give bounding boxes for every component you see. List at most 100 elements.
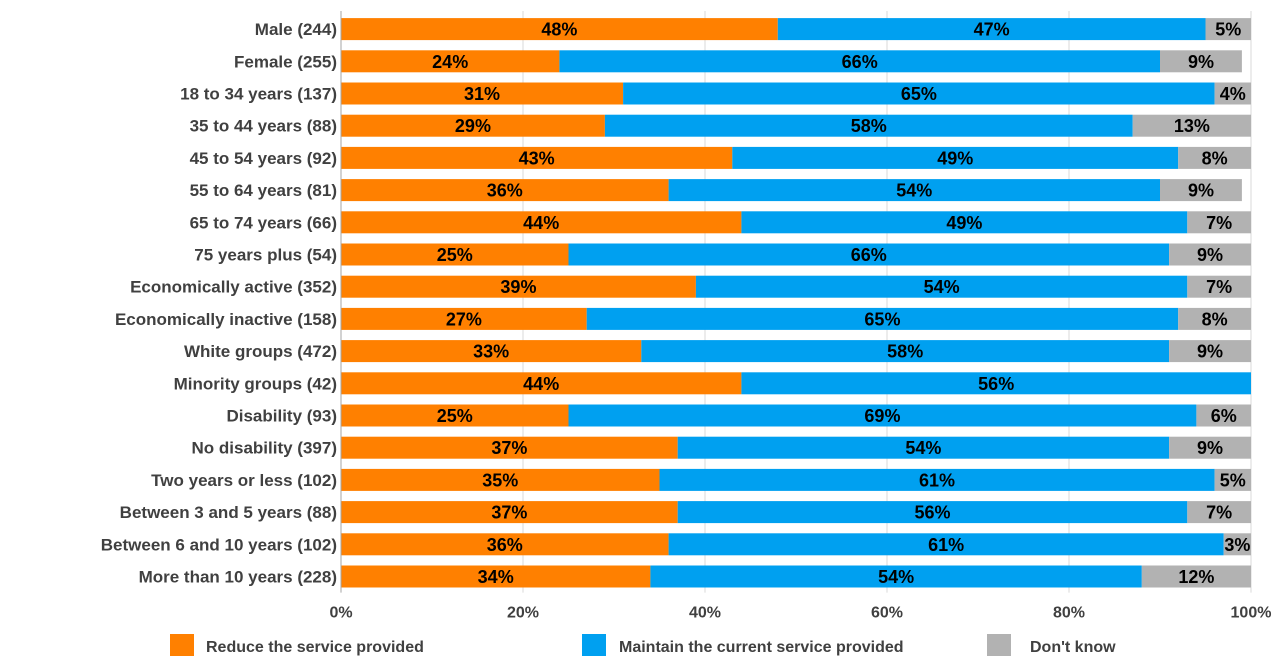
bar-segment — [1141, 565, 1251, 588]
data-label: 48% — [541, 20, 577, 40]
data-label: 47% — [974, 20, 1010, 40]
bar-segment — [341, 50, 560, 73]
bar-segment — [1160, 179, 1242, 202]
legend: Reduce the service provided Maintain the … — [170, 634, 1116, 656]
bar-segment — [341, 275, 696, 298]
bar-segment — [341, 82, 624, 105]
data-label: 49% — [937, 148, 973, 168]
bar-area: 48% 47% 5% 24% 66% 9% 31% 65% 4% 29% 58% 13% 43% 49% 8… — [341, 18, 1251, 588]
data-label: 49% — [946, 213, 982, 233]
legend-swatch — [987, 634, 1011, 656]
data-label: 5% — [1215, 20, 1241, 40]
data-label: 54% — [924, 277, 960, 297]
data-label: 35% — [482, 470, 518, 490]
bar-segment — [695, 275, 1188, 298]
bar-segment — [741, 211, 1188, 234]
legend-swatch — [582, 634, 606, 656]
bar-segment — [341, 146, 733, 169]
data-label: 9% — [1188, 52, 1214, 72]
category-label: No disability (397) — [192, 439, 337, 458]
data-label: 12% — [1178, 567, 1214, 587]
bar-segment — [604, 114, 1133, 137]
data-label: 58% — [851, 116, 887, 136]
data-label: 34% — [478, 567, 514, 587]
bar-segment — [677, 501, 1188, 524]
data-label: 36% — [487, 535, 523, 555]
bar-segment — [741, 372, 1251, 395]
bar-segment — [341, 179, 669, 202]
data-label: 33% — [473, 342, 509, 362]
category-label: 18 to 34 years (137) — [180, 85, 337, 104]
data-label: 9% — [1197, 342, 1223, 362]
x-tick-label: 20% — [507, 605, 539, 622]
bar-segment — [341, 114, 605, 137]
data-label: 7% — [1206, 503, 1232, 523]
bar-segment — [1178, 307, 1251, 330]
data-label: 43% — [519, 148, 555, 168]
category-label: Economically active (352) — [130, 278, 337, 297]
bar-segment — [341, 533, 669, 556]
data-label: 58% — [887, 342, 923, 362]
data-label: 37% — [491, 438, 527, 458]
data-label: 5% — [1220, 470, 1246, 490]
data-label: 61% — [928, 535, 964, 555]
data-label: 7% — [1206, 213, 1232, 233]
data-label: 56% — [914, 503, 950, 523]
bar-segment — [1160, 50, 1242, 73]
bar-segment — [341, 243, 569, 266]
bar-segment — [1205, 18, 1251, 41]
category-label: Male (244) — [255, 20, 337, 39]
data-label: 8% — [1202, 309, 1228, 329]
category-label: 55 to 64 years (81) — [190, 181, 337, 200]
data-label: 54% — [896, 181, 932, 201]
data-label: 56% — [978, 374, 1014, 394]
bar-segment — [1196, 404, 1251, 427]
data-label: 8% — [1202, 148, 1228, 168]
data-label: 3% — [1224, 535, 1250, 555]
data-label: 9% — [1188, 181, 1214, 201]
bar-segment — [341, 436, 678, 459]
bar-segment — [1169, 340, 1251, 363]
category-label: Female (255) — [234, 52, 337, 71]
data-label: 4% — [1220, 84, 1246, 104]
bar-segment — [668, 533, 1224, 556]
data-label: 31% — [464, 84, 500, 104]
bar-segment — [1178, 146, 1251, 169]
category-label: 45 to 54 years (92) — [190, 149, 337, 168]
bar-segment — [623, 82, 1215, 105]
data-label: 7% — [1206, 277, 1232, 297]
bar-segment — [1214, 82, 1251, 105]
category-label: 35 to 44 years (88) — [190, 117, 337, 136]
category-label: 75 years plus (54) — [194, 246, 337, 265]
bar-segment — [341, 565, 651, 588]
category-label: Two years or less (102) — [151, 471, 337, 490]
category-label: Minority groups (42) — [174, 374, 337, 393]
data-label: 65% — [901, 84, 937, 104]
category-label: White groups (472) — [184, 342, 337, 361]
bar-segment — [341, 501, 678, 524]
data-label: 54% — [878, 567, 914, 587]
data-label: 65% — [864, 309, 900, 329]
data-label: 6% — [1211, 406, 1237, 426]
bar-segment — [341, 211, 742, 234]
data-label: 27% — [446, 309, 482, 329]
data-label: 36% — [487, 181, 523, 201]
bar-segment — [1187, 501, 1251, 524]
data-label: 66% — [842, 52, 878, 72]
data-label: 24% — [432, 52, 468, 72]
category-label: Between 6 and 10 years (102) — [101, 535, 337, 554]
data-label: 29% — [455, 116, 491, 136]
axes: 0% 20% 40% 60% 80% 100% Male (244) Female (255)… — [101, 11, 1271, 622]
bar-segment — [559, 50, 1160, 73]
legend-label: Reduce the service provided — [206, 639, 424, 656]
bar-segment — [1169, 436, 1251, 459]
data-label: 44% — [523, 374, 559, 394]
data-label: 39% — [500, 277, 536, 297]
x-tick-label: 0% — [329, 605, 352, 622]
bar-segment — [341, 404, 569, 427]
data-label: 9% — [1197, 438, 1223, 458]
data-label: 25% — [437, 245, 473, 265]
data-label: 37% — [491, 503, 527, 523]
